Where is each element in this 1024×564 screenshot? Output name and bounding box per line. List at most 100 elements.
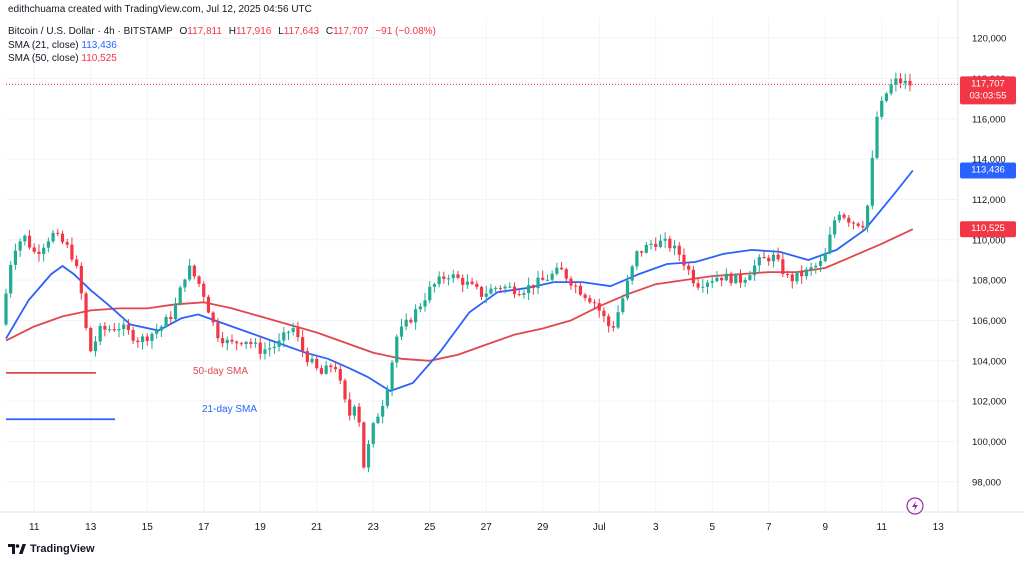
- candle-body: [202, 283, 206, 297]
- candle-body: [559, 267, 564, 270]
- candle-body: [574, 285, 578, 287]
- candle-body: [296, 328, 300, 338]
- candle-body: [729, 273, 733, 284]
- candle-body: [206, 296, 211, 313]
- grid: [6, 18, 958, 512]
- candle-body: [880, 100, 884, 117]
- candle-body: [192, 265, 196, 277]
- candle-body: [757, 257, 761, 266]
- candle-body: [851, 222, 856, 224]
- candle-body: [456, 274, 460, 278]
- candle-body: [630, 266, 634, 281]
- candle-body: [753, 265, 757, 276]
- candle-body: [682, 254, 686, 266]
- candle-body: [324, 365, 328, 374]
- candle-body: [348, 399, 352, 416]
- candle-body: [291, 328, 295, 332]
- x-tick-label: 19: [255, 522, 267, 533]
- candle-body: [804, 269, 808, 277]
- candle-body: [644, 244, 648, 253]
- candle-body: [277, 340, 281, 347]
- sma21-line: [5, 169, 914, 392]
- candle-body: [173, 304, 178, 320]
- candle-body: [498, 287, 502, 289]
- candle-body: [908, 80, 912, 86]
- candle-body: [635, 251, 639, 267]
- candle-body: [98, 325, 102, 342]
- candle-body: [531, 285, 535, 289]
- candle-body: [131, 330, 135, 341]
- candle-body: [183, 279, 187, 288]
- candle-body: [60, 233, 65, 243]
- symbol-legend[interactable]: Bitcoin / U.S. Dollar · 4h · BITSTAMP O1…: [8, 26, 436, 37]
- last-price-tag-text: 117,707: [971, 78, 1005, 89]
- ohlc-change: −91 (−0.08%): [375, 26, 436, 37]
- candle-body: [46, 241, 50, 248]
- x-tick-label: 11: [29, 522, 40, 533]
- candle-body: [649, 243, 653, 245]
- candle-body: [512, 286, 517, 295]
- candle-body: [489, 288, 493, 294]
- candle-body: [738, 274, 743, 283]
- candle-body: [155, 330, 159, 334]
- candle-body: [578, 285, 583, 295]
- candle-body: [390, 362, 394, 391]
- candle-body: [4, 293, 8, 325]
- candle-body: [616, 312, 620, 328]
- sma50-legend[interactable]: SMA (50, close) 110,525: [8, 53, 117, 64]
- candle-body: [564, 269, 568, 279]
- candle-body: [169, 316, 173, 320]
- candle-body: [263, 349, 267, 354]
- candle-body: [216, 322, 220, 339]
- candle-body: [301, 337, 305, 352]
- candle-body: [404, 319, 408, 327]
- attribution-text: edithchuama created with TradingView.com…: [8, 4, 312, 15]
- candle-body: [9, 264, 13, 294]
- candle-body: [607, 316, 611, 327]
- candle-body: [268, 348, 272, 350]
- candle-body: [866, 205, 870, 228]
- candle-body: [451, 274, 455, 279]
- y-tick-label: 112,000: [972, 195, 1006, 206]
- y-tick-label: 116,000: [972, 114, 1006, 125]
- candle-body: [465, 281, 470, 285]
- candle-body: [329, 365, 333, 368]
- candle-body: [27, 235, 32, 248]
- candle-body: [145, 336, 149, 341]
- candle-body: [418, 306, 422, 310]
- candle-body: [592, 302, 597, 304]
- candle-body: [720, 277, 724, 281]
- y-tick-label: 98,000: [972, 477, 1001, 488]
- y-tick-label: 104,000: [972, 356, 1006, 367]
- y-tick-label: 100,000: [972, 437, 1006, 448]
- candle-body: [550, 273, 554, 280]
- sma21-legend[interactable]: SMA (21, close) 113,436: [8, 40, 117, 51]
- tradingview-brand[interactable]: TradingView: [8, 543, 95, 555]
- candle-body: [640, 251, 644, 253]
- candle-body: [150, 333, 154, 341]
- y-tick-label: 120,000: [972, 34, 1006, 45]
- candle-body: [837, 214, 841, 221]
- x-tick-label: 17: [198, 522, 210, 533]
- candle-body: [446, 278, 451, 280]
- x-tick-label: 15: [142, 522, 154, 533]
- candle-body: [654, 243, 658, 247]
- candle-body: [197, 276, 201, 284]
- candle-body: [385, 390, 389, 406]
- sma21-tag-text: 113,436: [971, 165, 1005, 176]
- candle-body: [903, 80, 907, 84]
- candle-body: [856, 223, 860, 226]
- candle-body: [399, 326, 404, 337]
- last-price-tag-text: 03:03:55: [970, 90, 1007, 101]
- candle-body: [479, 286, 484, 297]
- candle-body: [13, 250, 18, 265]
- candle-body: [677, 245, 681, 255]
- candle-body: [861, 225, 865, 228]
- ohlc-open: 117,811: [187, 26, 222, 37]
- candle-body: [188, 265, 192, 280]
- candle-body: [352, 406, 357, 416]
- ohlc-low: 117,643: [283, 26, 320, 37]
- candle-body: [409, 319, 413, 323]
